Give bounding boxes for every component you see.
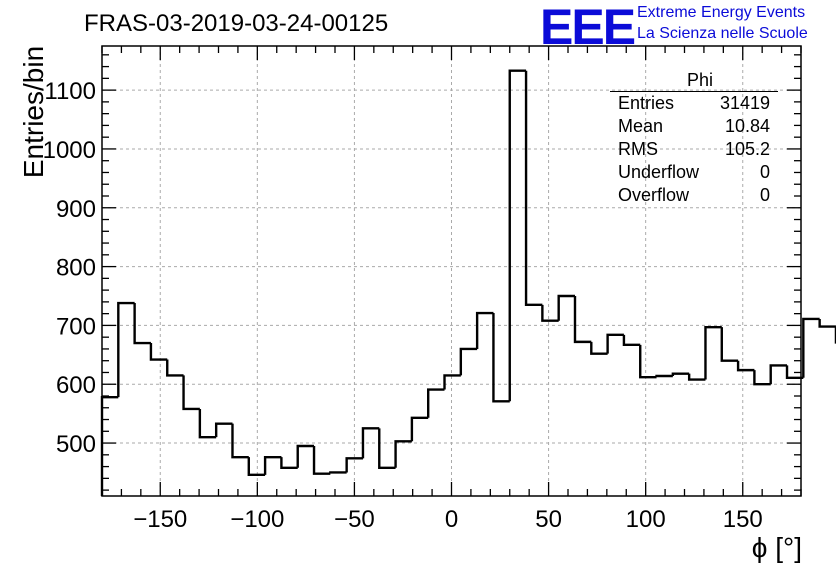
histogram-bin (508, 69, 527, 402)
histogram-bin (459, 347, 478, 376)
histogram-bin (117, 301, 135, 398)
histogram-bin (622, 334, 641, 347)
histogram-bin (475, 311, 494, 349)
histogram-bin (606, 333, 624, 354)
histogram-bin (720, 327, 739, 362)
histogram-bin (573, 296, 592, 344)
histogram-bin (753, 370, 771, 386)
stats-value: 105.2 (724, 139, 770, 159)
stats-value: 10.84 (724, 116, 770, 136)
y-tick-label: 900 (56, 196, 96, 223)
histogram-bin (166, 359, 184, 377)
stats-row-entries: Entries 31419 (610, 92, 778, 115)
histogram-bin (231, 423, 249, 459)
y-tick-label: 1100 (44, 78, 96, 105)
stats-box: Phi Entries 31419 Mean 10.84 RMS 105.2 U… (610, 70, 778, 207)
histogram-bin (492, 313, 510, 403)
stats-label: RMS (618, 139, 658, 159)
histogram-bin (736, 360, 755, 372)
histogram-bin (410, 416, 429, 442)
x-tick-label: −100 (230, 506, 284, 533)
stats-row-rms: RMS 105.2 (610, 138, 778, 161)
stats-label: Mean (618, 116, 664, 136)
x-tick-label: 0 (445, 506, 458, 533)
histogram-bin (704, 325, 722, 380)
stats-label: Overflow (618, 185, 690, 205)
plot-frame (101, 45, 802, 497)
y-tick-label: 700 (56, 313, 96, 340)
histogram-bin (280, 457, 298, 469)
histogram-bin (100, 395, 119, 496)
histogram-bin (769, 364, 788, 385)
logo-line-2: La Scienza nelle Scuole (637, 25, 808, 42)
histogram-bin (263, 455, 282, 475)
histogram-bin (198, 408, 217, 439)
histogram-bin (149, 343, 168, 361)
stats-value: 31419 (719, 93, 770, 113)
histogram-bin (427, 388, 445, 418)
histogram-bin (639, 344, 657, 379)
logo-line-1: Extreme Energy Events (637, 4, 806, 21)
histogram-bin (687, 373, 706, 381)
histogram-bin (312, 446, 331, 475)
x-tick-label: −50 (334, 506, 375, 533)
stats-label: Entries (618, 93, 675, 113)
histogram-bin (655, 374, 673, 378)
histogram-bin (802, 317, 820, 378)
stats-row-underflow: Underflow 0 (610, 161, 778, 184)
histogram-bin (557, 294, 575, 321)
x-tick-label: 100 (626, 506, 666, 533)
stats-title: Phi (610, 70, 778, 92)
histogram-bin (524, 70, 543, 307)
histogram-bin (671, 372, 690, 376)
stats-value: 0 (759, 185, 770, 205)
x-tick-label: 150 (723, 506, 763, 533)
stats-label: Underflow (618, 162, 700, 182)
y-tick-label: 500 (56, 431, 96, 458)
histogram-bin (296, 444, 315, 468)
stats-row-mean: Mean 10.84 (610, 115, 778, 138)
histogram-bin (247, 457, 266, 477)
histogram-bin (214, 422, 233, 438)
histogram-title: FRAS-03-2019-03-24-00125 (84, 10, 389, 37)
histogram-bin (541, 304, 559, 322)
histogram-bin (345, 457, 363, 473)
histogram-bin (394, 440, 412, 468)
y-tick-label: 800 (56, 255, 96, 282)
stats-value: 0 (759, 162, 770, 182)
histogram-bin (590, 341, 608, 355)
x-axis-label: ϕ [°] (751, 532, 802, 563)
x-tick-label: −150 (133, 506, 187, 533)
histogram-bin (785, 365, 804, 379)
histogram-bin (182, 375, 200, 411)
x-tick-label: 50 (535, 506, 562, 533)
stats-row-overflow: Overflow 0 (610, 184, 778, 207)
y-tick-label: 1000 (43, 137, 96, 164)
histogram-bin (133, 303, 151, 345)
histogram-bin (329, 471, 347, 474)
histogram-bin (361, 427, 380, 459)
histogram-bin (818, 318, 836, 328)
histogram-bin (378, 428, 396, 469)
histogram-bin (443, 374, 461, 390)
y-tick-label: 600 (56, 372, 96, 399)
